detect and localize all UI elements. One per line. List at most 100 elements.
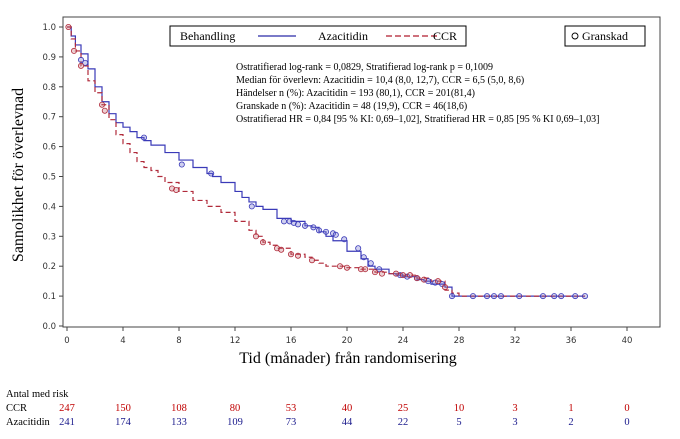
censor-mark-azacitidin	[572, 293, 579, 300]
annotation-events: Händelser n (%): Azacitidin = 193 (80,1)…	[236, 88, 475, 99]
risk-row-label: CCR	[6, 403, 28, 414]
censor-mark-ccr	[399, 272, 406, 279]
censor-mark-ccr	[252, 233, 259, 240]
censor-mark-azacitidin	[322, 228, 329, 235]
risk-value: 108	[171, 403, 187, 414]
y-axis: 0.0 0.1 0.2 0.3 0.4 0.5 0.6 0.7 0.8 0.9 1.0	[42, 23, 63, 332]
legend-title: Behandling	[180, 29, 235, 43]
risk-value: 150	[115, 403, 131, 414]
censor-mark-azacitidin	[551, 293, 558, 300]
y-tick-label: 0.9	[42, 53, 56, 63]
risk-value: 5	[456, 417, 462, 428]
risk-value: 80	[229, 403, 241, 414]
censor-mark-ccr	[434, 278, 441, 285]
censor-mark-ccr	[343, 264, 350, 271]
annotation-median: Median för överlevn: Azacitidin = 10,4 (…	[236, 75, 524, 86]
censor-legend: Granskad	[564, 25, 646, 47]
censor-mark-ccr	[278, 246, 285, 253]
censor-mark-ccr	[99, 101, 106, 108]
annotation-hr: Ostratifierad HR = 0,84 [95 % KI: 0,69–1…	[236, 114, 599, 125]
x-tick-label: 12	[230, 336, 241, 346]
censor-mark-azacitidin	[294, 221, 301, 228]
annotation-censored: Granskade n (%): Azacitidin = 48 (19,9),…	[236, 101, 467, 112]
censor-mark-azacitidin	[367, 260, 374, 267]
x-axis: 0 4 8 12 16 20 24 28 32 36 40	[64, 327, 632, 346]
x-tick-label: 16	[286, 336, 297, 346]
legend-box	[169, 25, 467, 47]
y-tick-label: 0.2	[42, 262, 56, 272]
risk-value: 0	[624, 417, 630, 428]
x-tick-label: 24	[398, 336, 409, 346]
censor-mark-ccr	[287, 251, 294, 258]
censor-mark-azacitidin	[483, 293, 490, 300]
censor-mark-ccr	[308, 257, 315, 264]
x-axis-title: Tid (månader) från randomisering	[239, 350, 457, 367]
risk-value: 133	[171, 417, 187, 428]
annotation-logrank: Ostratifierad log-rank = 0,0829, Stratif…	[236, 62, 493, 73]
censor-mark-ccr	[294, 252, 301, 259]
censor-mark-azacitidin	[82, 59, 89, 66]
risk-value: 2	[568, 417, 574, 428]
y-tick-label: 0.8	[42, 83, 56, 93]
risk-row-ccr: CCR 247 150 108 80 53 40 25 10 3 1 0	[6, 403, 666, 417]
x-tick-label: 8	[176, 336, 181, 346]
censor-mark-azacitidin	[178, 161, 185, 168]
risk-value: 25	[397, 403, 409, 414]
x-tick-label: 28	[454, 336, 465, 346]
risk-value: 174	[115, 417, 131, 428]
censor-mark-ccr	[441, 284, 448, 291]
censor-mark-ccr	[78, 62, 85, 69]
y-tick-label: 1.0	[42, 23, 56, 33]
x-tick-label: 4	[120, 336, 125, 346]
y-tick-label: 0.1	[42, 292, 56, 302]
censor-mark-ccr	[362, 266, 369, 273]
censor-mark-azacitidin	[469, 293, 476, 300]
censor-mark-azacitidin	[301, 222, 308, 229]
censor-marker-icon	[571, 32, 579, 40]
censor-mark-azacitidin	[497, 293, 504, 300]
censor-mark-azacitidin	[248, 203, 255, 210]
censor-mark-azacitidin	[208, 170, 215, 177]
risk-value: 73	[285, 417, 297, 428]
risk-value: 10	[453, 403, 465, 414]
censor-mark-azacitidin	[376, 266, 383, 273]
censor-mark-azacitidin	[582, 293, 589, 300]
censor-mark-azacitidin	[355, 245, 362, 252]
censor-mark-ccr	[392, 270, 399, 277]
censor-mark-ccr	[371, 269, 378, 276]
km-chart: 0.0 0.1 0.2 0.3 0.4 0.5 0.6 0.7 0.8 0.9 1.0 0 4 8 12 1…	[10, 16, 661, 367]
censor-mark-ccr	[65, 23, 72, 30]
risk-value: 3	[512, 403, 518, 414]
risk-value: 1	[568, 403, 574, 414]
censor-mark-ccr	[420, 276, 427, 283]
censor-mark-azacitidin	[310, 224, 317, 231]
censor-mark-azacitidin	[360, 254, 367, 261]
censor-mark-ccr	[71, 47, 78, 54]
risk-value: 241	[59, 417, 75, 428]
y-tick-label: 0.4	[42, 202, 56, 212]
x-tick-label: 36	[566, 336, 577, 346]
x-tick-label: 0	[64, 336, 69, 346]
censor-legend-box	[564, 25, 646, 47]
censor-mark-ccr	[101, 107, 108, 114]
risk-value: 53	[285, 403, 297, 414]
censor-mark-ccr	[336, 263, 343, 270]
risk-value: 22	[397, 417, 409, 428]
censor-mark-ccr	[173, 186, 180, 193]
censor-layer	[65, 23, 589, 300]
censor-mark-azacitidin	[432, 279, 439, 286]
risk-value: 44	[341, 417, 353, 428]
censor-mark-ccr	[378, 270, 385, 277]
y-tick-label: 0.3	[42, 232, 56, 242]
censor-mark-azacitidin	[448, 293, 455, 300]
censor-mark-ccr	[259, 239, 266, 246]
y-tick-label: 0.0	[42, 322, 56, 332]
censor-mark-azacitidin	[558, 293, 565, 300]
risk-value: 247	[59, 403, 75, 414]
risk-row-label: Azacitidin	[6, 417, 50, 428]
risk-row-azacitidin: Azacitidin 241 174 133 109 73 44 22 5 3 2 0	[6, 417, 666, 431]
risk-value: 0	[624, 403, 630, 414]
legend-label-ccr: CCR	[433, 29, 457, 43]
risk-table-title: Antal med risk	[6, 389, 69, 400]
censor-mark-azacitidin	[315, 227, 322, 234]
